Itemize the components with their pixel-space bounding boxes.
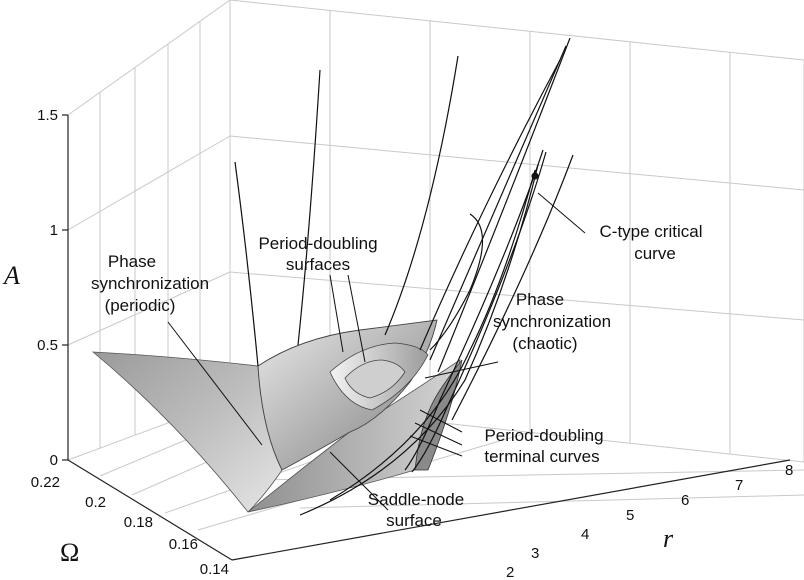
a-axis-label: A	[2, 261, 20, 290]
omega-tick-4: 0.14	[200, 561, 229, 578]
a-tick-2: 1	[50, 222, 58, 239]
omega-axis: 0.22 0.2 0.18 0.16 0.14 Ω	[31, 474, 229, 578]
a-tick-0: 0	[50, 452, 58, 469]
r-tick-3: 5	[626, 507, 634, 524]
omega-tick-2: 0.18	[124, 514, 153, 531]
r-axis-label: r	[663, 524, 674, 553]
annotation-period-doubling-surfaces: Period-doubling surfaces	[258, 234, 377, 274]
annotation-c-type-curve: C-type critical curve	[600, 222, 703, 263]
annotation-line: Saddle-node	[368, 490, 464, 509]
annotation-line: C-type critical	[600, 222, 703, 241]
annotation-line: terminal curves	[484, 447, 599, 466]
omega-tick-0: 0.22	[31, 474, 60, 491]
annotation-line: Phase	[108, 252, 156, 271]
annotation-line: (chaotic)	[512, 334, 577, 353]
back-wall-grid	[67, 0, 804, 531]
annotation-phase-sync-periodic: Phase synchronization (periodic)	[91, 252, 209, 315]
period-doubling-inner-fold-2	[344, 359, 406, 399]
r-tick-1: 3	[531, 545, 539, 562]
annotation-line: (periodic)	[105, 296, 176, 315]
annotation-phase-sync-chaotic: Phase synchronization (chaotic)	[493, 290, 611, 353]
annotation-line: surfaces	[286, 255, 350, 274]
leader-lines	[167, 192, 586, 511]
annotation-saddle-node: Saddle-node surface	[368, 490, 464, 530]
saddle-node-surface	[247, 359, 461, 513]
annotation-line: curve	[634, 244, 676, 263]
axes-frame	[62, 114, 791, 561]
surfaces	[91, 319, 463, 513]
r-tick-6: 8	[785, 462, 793, 479]
bifurcation-curves	[234, 37, 574, 516]
annotation-line: Phase	[516, 290, 564, 309]
annotation-line: Period-doubling	[484, 426, 603, 445]
r-tick-0: 2	[506, 564, 514, 580]
omega-axis-label: Ω	[60, 538, 79, 567]
a-tick-3: 1.5	[37, 107, 58, 124]
r-tick-4: 6	[681, 492, 689, 509]
annotation-line: Period-doubling	[258, 234, 377, 253]
r-tick-2: 4	[581, 526, 589, 543]
omega-tick-1: 0.2	[85, 494, 106, 511]
c-type-critical-point	[531, 172, 539, 180]
annotation-line: surface	[386, 511, 442, 530]
r-tick-5: 7	[735, 477, 743, 494]
a-tick-1: 0.5	[37, 337, 58, 354]
omega-tick-3: 0.16	[169, 536, 198, 553]
annotation-line: synchronization	[493, 312, 611, 331]
a-axis: 0 0.5 1 1.5 A	[2, 107, 58, 469]
phase-sync-periodic-surface	[91, 351, 283, 513]
annotation-period-doubling-terminal: Period-doubling terminal curves	[484, 426, 603, 466]
r-axis: 2 3 4 5 6 7 8 r	[506, 462, 793, 580]
annotation-line: synchronization	[91, 274, 209, 293]
